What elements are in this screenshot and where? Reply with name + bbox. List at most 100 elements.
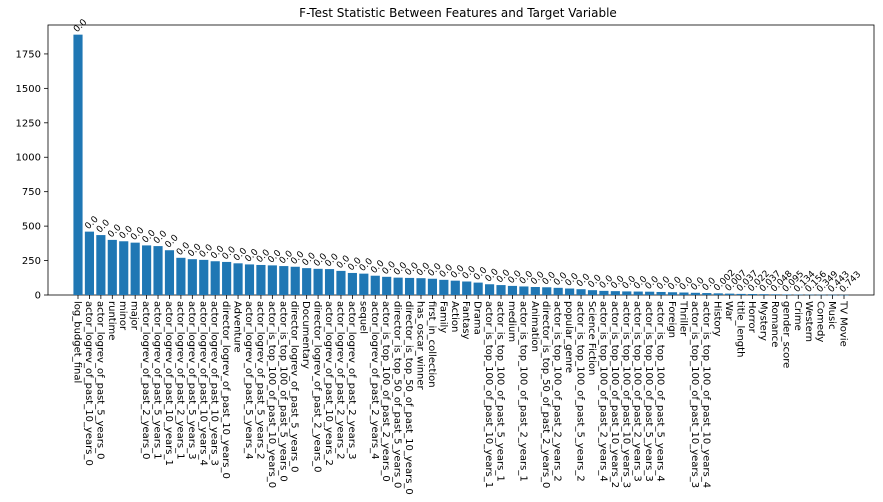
bar — [256, 264, 266, 295]
x-tick-label: actor_logrev_of_past_5_years_0 — [94, 301, 105, 459]
bar — [576, 289, 586, 295]
x-tick-label: actor_is_top_100_of_past_10_years_0 — [266, 301, 277, 488]
bar — [84, 231, 95, 295]
x-tick-label: Mystery — [757, 301, 768, 341]
bar — [439, 279, 449, 295]
bar — [736, 293, 746, 295]
bar — [782, 294, 792, 295]
bar — [610, 291, 620, 295]
bar — [142, 245, 152, 295]
bar — [519, 286, 529, 295]
bar — [565, 288, 575, 295]
bar — [359, 273, 369, 295]
x-tick-label: actor_is_top_100_of_past_5_years_1 — [495, 301, 506, 482]
bar — [747, 294, 758, 295]
bar — [73, 34, 83, 296]
bar-value-label: 0.0 — [72, 17, 89, 34]
bar — [176, 257, 186, 295]
bar — [336, 270, 346, 295]
bar — [599, 290, 609, 295]
x-tick-label: director_is_top_50_of_past_2_years_0 — [540, 301, 551, 488]
x-tick-label: first_in_collection — [426, 301, 437, 388]
bar — [656, 291, 666, 295]
x-tick-label: actor_logrev_of_past_10_years_0 — [83, 301, 94, 466]
x-tick-label: director_logrev_of_past_10_years_0 — [220, 301, 231, 479]
bar — [462, 281, 472, 295]
x-tick-label: Drama — [472, 301, 483, 335]
x-tick-label: actor_logrev_of_past_2_years_4 — [369, 301, 380, 459]
bar — [210, 261, 220, 295]
x-tick-label: Family — [437, 301, 448, 333]
x-tick-label: History — [712, 301, 723, 337]
x-tick-label: actor_logrev_of_past_2_years_0 — [140, 301, 151, 459]
x-tick-label: actor_is_top_100_of_past_2_years_3 — [632, 301, 643, 482]
bar — [496, 285, 506, 295]
x-tick-label: actor_logrev_of_past_2_years_1 — [174, 301, 185, 459]
x-tick-label: Animation — [529, 301, 540, 352]
x-tick-label: actor_logrev_of_past_5_years_2 — [254, 301, 265, 459]
bar — [553, 287, 563, 295]
bar — [107, 239, 117, 295]
plot-frame — [47, 24, 875, 296]
chart-title: F-Test Statistic Between Features and Ta… — [299, 6, 617, 20]
x-tick-label: popular_genre — [563, 301, 574, 373]
x-tick-label: medium — [506, 301, 517, 342]
x-tick-label: Action — [449, 301, 460, 332]
bar — [450, 280, 460, 295]
x-tick-label: actor_logrev_of_past_10_years_3 — [209, 301, 220, 466]
bar — [702, 293, 712, 295]
y-tick-label: 1000 — [16, 153, 41, 164]
x-tick-label: War — [723, 301, 734, 321]
bar — [622, 291, 632, 295]
x-tick-label: Adventure — [232, 301, 243, 353]
bar — [645, 291, 655, 295]
x-tick-label: actor_is_top_100_of_past_5_years_2 — [575, 301, 586, 482]
y-tick-label: 750 — [22, 187, 41, 198]
bar — [690, 292, 700, 295]
bar — [370, 275, 380, 295]
x-tick-label: Comedy — [815, 301, 826, 342]
x-tick-label: actor_is_top_100_of_past_10_years_3 — [620, 301, 631, 488]
x-tick-label: actor_is_top_100_of_past_2_years_0 — [380, 301, 391, 482]
x-tick-label: Music — [826, 301, 837, 329]
bar — [324, 269, 335, 295]
x-tick-label: actor_logrev_of_past_10_years_4 — [197, 301, 208, 466]
x-tick-label: log_budget_final — [72, 301, 83, 383]
x-tick-label: director_logrev_of_past_5_years_0 — [289, 301, 300, 473]
bar — [759, 294, 769, 295]
bar — [805, 294, 815, 296]
bar — [313, 268, 323, 295]
y-tick-label: 1250 — [16, 118, 41, 129]
bar — [587, 290, 598, 295]
bar — [302, 268, 312, 295]
x-tick-label: Horror — [746, 301, 757, 334]
x-tick-label: actor_logrev_of_past_5_years_3 — [186, 301, 197, 459]
bar — [119, 241, 129, 295]
bar — [164, 250, 175, 295]
x-tick-label: actor_logrev_of_past_5_years_1 — [152, 301, 163, 459]
x-tick-label: actor_is_top_100_of_past_5_years_3 — [643, 301, 654, 482]
x-tick-label: actor_is_top_100_of_past_5_years_0 — [277, 301, 288, 482]
x-tick-label: actor_is_top_100_of_past_2_years_2 — [552, 301, 563, 482]
bar — [267, 265, 277, 295]
bar — [725, 293, 735, 295]
bar — [507, 285, 518, 295]
bar — [187, 259, 197, 295]
x-tick-label: Documentary — [300, 301, 311, 369]
x-tick-label: director_logrev_of_past_2_years_0 — [312, 301, 323, 473]
x-tick-label: Foreign — [666, 301, 677, 338]
bar — [233, 263, 243, 295]
bar — [530, 287, 540, 295]
bar — [679, 292, 689, 295]
x-tick-label: major — [129, 301, 140, 331]
bar — [199, 259, 209, 295]
bar — [96, 235, 106, 295]
bar — [427, 278, 437, 295]
bar — [416, 278, 426, 295]
bar — [290, 266, 300, 295]
x-tick-label: Western — [803, 301, 814, 342]
x-tick-label: director_is_top_50_of_past_5_years_0 — [392, 301, 403, 488]
x-tick-label: TV Movie — [838, 300, 849, 347]
y-tick-label: 1750 — [16, 49, 41, 60]
